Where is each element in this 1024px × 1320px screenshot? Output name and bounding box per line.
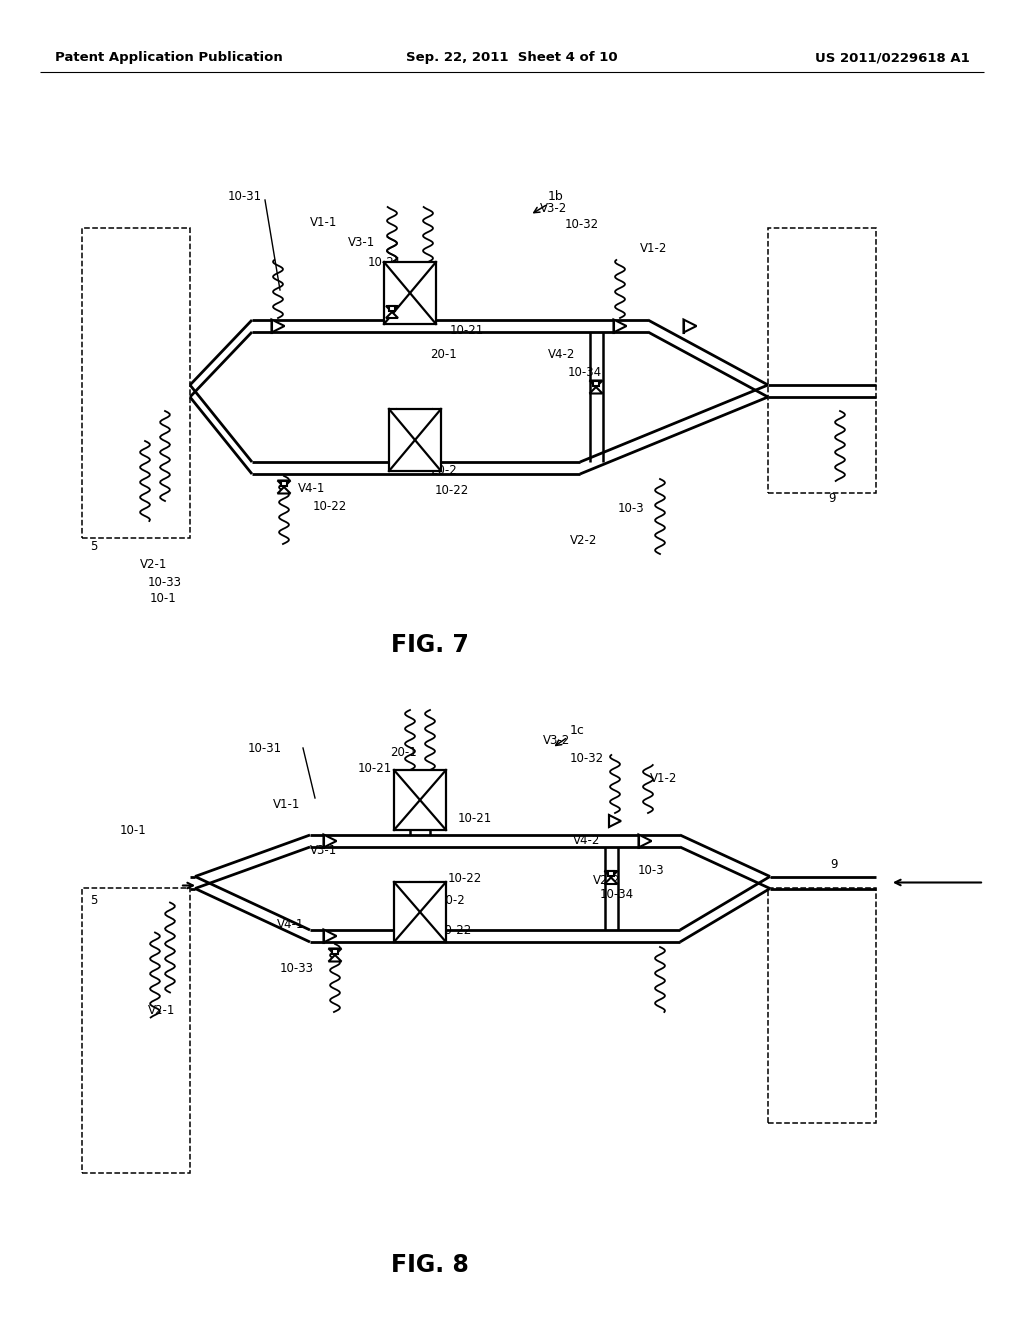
Bar — [281, 480, 287, 486]
Text: V4-1: V4-1 — [298, 482, 326, 495]
Text: 10-21: 10-21 — [458, 812, 493, 825]
Bar — [593, 380, 599, 385]
Text: V4-2: V4-2 — [573, 833, 600, 846]
Text: 10-22: 10-22 — [313, 499, 347, 512]
Text: 10-22: 10-22 — [438, 924, 472, 936]
Bar — [82, 228, 190, 539]
Bar — [384, 261, 436, 323]
Polygon shape — [329, 949, 341, 954]
Text: FIG. 8: FIG. 8 — [391, 1253, 469, 1276]
Bar — [768, 228, 876, 492]
Text: V1-2: V1-2 — [650, 771, 677, 784]
Polygon shape — [271, 319, 285, 333]
Polygon shape — [639, 834, 651, 847]
Text: V1-2: V1-2 — [640, 242, 668, 255]
Bar — [82, 888, 190, 1173]
Text: V1-1: V1-1 — [273, 799, 300, 812]
Polygon shape — [604, 871, 617, 878]
Text: FIG. 7: FIG. 7 — [391, 634, 469, 657]
Polygon shape — [324, 834, 337, 847]
Polygon shape — [683, 319, 696, 333]
Text: V1-1: V1-1 — [310, 215, 337, 228]
Text: 9: 9 — [828, 491, 836, 504]
Bar — [394, 770, 446, 830]
Text: 1b: 1b — [548, 190, 564, 202]
Text: 10-21: 10-21 — [358, 762, 392, 775]
Text: US 2011/0229618 A1: US 2011/0229618 A1 — [815, 51, 970, 65]
Text: 10-3: 10-3 — [618, 502, 645, 515]
Bar — [389, 409, 441, 471]
Polygon shape — [604, 878, 617, 884]
Polygon shape — [386, 306, 398, 312]
Bar — [768, 888, 876, 1123]
Text: V4-2: V4-2 — [548, 348, 575, 362]
Text: 10-21: 10-21 — [450, 323, 484, 337]
Text: 10-32: 10-32 — [565, 219, 599, 231]
Text: 10-33: 10-33 — [280, 961, 314, 974]
Text: V2-1: V2-1 — [148, 1003, 175, 1016]
Text: 5: 5 — [90, 540, 97, 553]
Text: V3-1: V3-1 — [348, 235, 375, 248]
Bar — [389, 306, 395, 312]
Text: Patent Application Publication: Patent Application Publication — [55, 51, 283, 65]
Polygon shape — [590, 387, 602, 393]
Text: 10-22: 10-22 — [449, 871, 482, 884]
Bar — [394, 882, 446, 942]
Text: 10-32: 10-32 — [570, 751, 604, 764]
Text: 1c: 1c — [570, 723, 585, 737]
Text: 10-22: 10-22 — [435, 483, 469, 496]
Text: 10-31: 10-31 — [228, 190, 262, 203]
Polygon shape — [278, 487, 291, 494]
Text: 10-34: 10-34 — [600, 888, 634, 902]
Text: 10-31: 10-31 — [248, 742, 283, 755]
Bar — [332, 949, 338, 953]
Bar — [608, 871, 614, 876]
Polygon shape — [324, 929, 337, 942]
Polygon shape — [609, 814, 621, 828]
Text: V2-2: V2-2 — [593, 874, 621, 887]
Text: V3-2: V3-2 — [543, 734, 570, 747]
Polygon shape — [590, 380, 602, 387]
Text: 10-34: 10-34 — [568, 366, 602, 379]
Text: 10-21: 10-21 — [368, 256, 402, 268]
Polygon shape — [329, 954, 341, 961]
Text: 20-2: 20-2 — [438, 894, 465, 907]
Text: 10-1: 10-1 — [120, 824, 146, 837]
Text: 10-1: 10-1 — [150, 591, 177, 605]
Polygon shape — [386, 312, 398, 318]
Text: V4-1: V4-1 — [278, 919, 304, 932]
Text: V3-1: V3-1 — [310, 843, 337, 857]
Text: 10-3: 10-3 — [638, 863, 665, 876]
Text: 20-1: 20-1 — [430, 348, 457, 362]
Text: V2-1: V2-1 — [140, 558, 167, 572]
Text: Sep. 22, 2011  Sheet 4 of 10: Sep. 22, 2011 Sheet 4 of 10 — [407, 51, 617, 65]
Text: V2-2: V2-2 — [570, 533, 597, 546]
Polygon shape — [278, 480, 291, 487]
Text: 10-33: 10-33 — [148, 576, 182, 589]
Text: 9: 9 — [830, 858, 838, 871]
Text: 20-2: 20-2 — [430, 463, 457, 477]
Text: 20-1: 20-1 — [390, 746, 417, 759]
Polygon shape — [613, 319, 627, 333]
Text: V3-2: V3-2 — [540, 202, 567, 214]
Text: 5: 5 — [90, 894, 97, 907]
